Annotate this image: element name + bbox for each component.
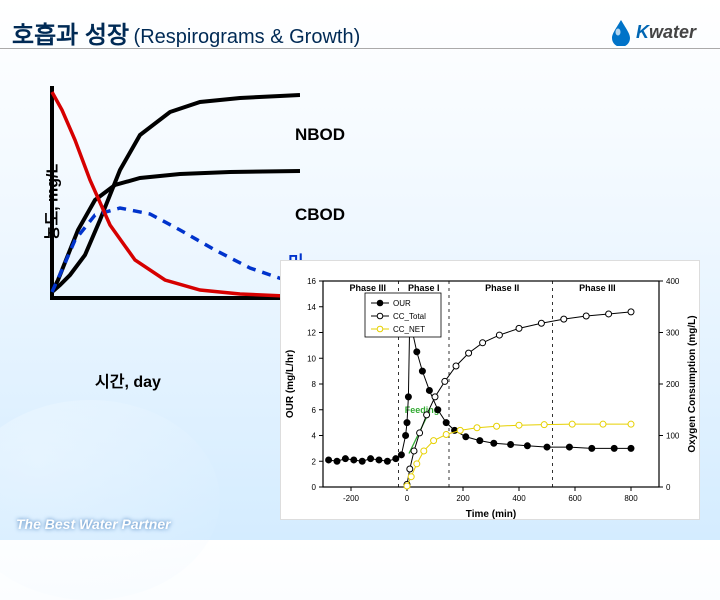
svg-text:0: 0 <box>666 483 671 492</box>
svg-text:0: 0 <box>312 483 317 492</box>
svg-text:0: 0 <box>405 494 410 503</box>
svg-text:OUR: OUR <box>393 299 411 308</box>
svg-text:OUR (mg/L/hr): OUR (mg/L/hr) <box>285 350 296 418</box>
svg-text:Phase II: Phase II <box>485 283 519 293</box>
curve-label-nbod: NBOD <box>295 125 345 145</box>
svg-text:16: 16 <box>307 277 316 286</box>
left-chart: 농도, mg/L 시간, day NBODCBOD미생물유기물 <box>40 80 300 340</box>
svg-text:12: 12 <box>307 329 316 338</box>
logo-text: Kwater <box>636 22 696 43</box>
svg-text:6: 6 <box>312 406 317 415</box>
left-xlabel: 시간, day <box>95 368 161 392</box>
svg-text:100: 100 <box>666 432 680 441</box>
svg-text:Phase I: Phase I <box>408 283 440 293</box>
svg-text:200: 200 <box>456 494 470 503</box>
svg-text:14: 14 <box>307 303 316 312</box>
svg-text:Feeding: Feeding <box>405 405 440 415</box>
svg-text:300: 300 <box>666 329 680 338</box>
svg-text:800: 800 <box>624 494 638 503</box>
left-ylabel: 농도, mg/L <box>38 164 62 241</box>
svg-text:-200: -200 <box>343 494 360 503</box>
svg-text:Oxygen Consumption (mg/L): Oxygen Consumption (mg/L) <box>687 315 698 452</box>
svg-text:400: 400 <box>512 494 526 503</box>
logo-k: K <box>636 22 649 42</box>
svg-text:400: 400 <box>666 277 680 286</box>
svg-text:10: 10 <box>307 354 316 363</box>
svg-text:Phase III: Phase III <box>579 283 616 293</box>
svg-text:Phase III: Phase III <box>350 283 387 293</box>
svg-text:200: 200 <box>666 380 680 389</box>
right-chart-svg: -200 0 200 400 600 800 0 2 4 6 8 10 12 14 16 0 100 200 300… <box>281 261 701 521</box>
svg-text:CC_Total: CC_Total <box>393 312 426 321</box>
right-chart: -200 0 200 400 600 800 0 2 4 6 8 10 12 14 16 0 100 200 300… <box>280 260 700 520</box>
svg-text:2: 2 <box>312 457 317 466</box>
svg-text:Time (min): Time (min) <box>466 509 516 520</box>
water-drop-icon <box>610 18 632 46</box>
background-drop <box>0 400 220 600</box>
svg-text:8: 8 <box>312 380 317 389</box>
title-block: 호흡과 성장 (Respirograms & Growth) <box>12 15 360 50</box>
title-en: (Respirograms & Growth) <box>134 26 361 48</box>
footer-text: The Best Water Partner <box>16 516 171 532</box>
svg-text:4: 4 <box>312 432 317 441</box>
title-kr: 호흡과 성장 <box>12 22 129 49</box>
svg-text:CC_NET: CC_NET <box>393 325 425 334</box>
curve-label-cbod: CBOD <box>295 205 345 225</box>
header-divider <box>0 48 720 49</box>
left-chart-svg <box>40 80 300 302</box>
kwater-logo: Kwater <box>610 18 696 46</box>
logo-water: water <box>649 22 696 42</box>
svg-text:600: 600 <box>568 494 582 503</box>
